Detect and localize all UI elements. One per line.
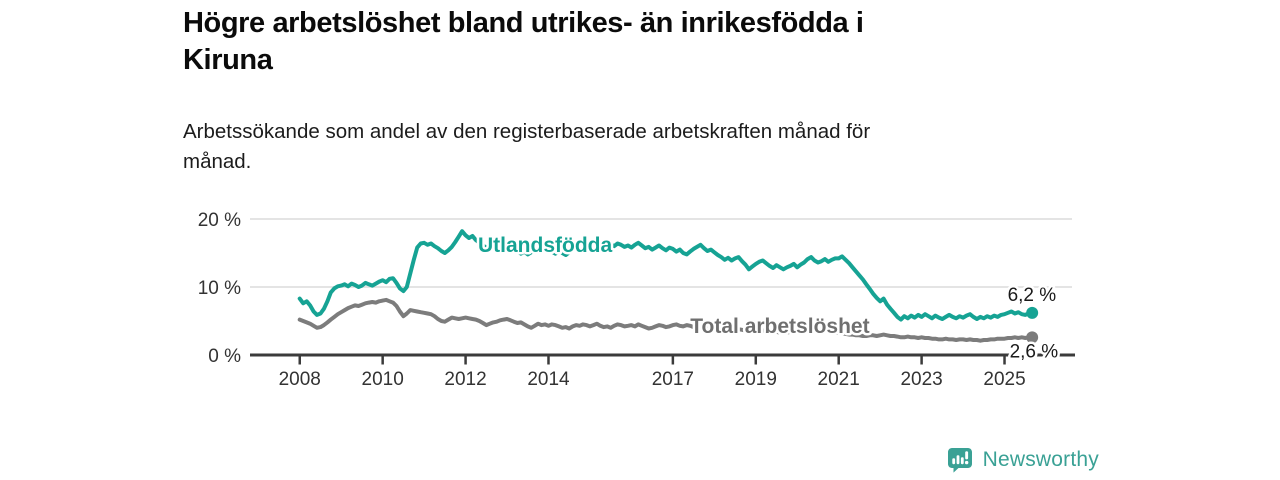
end-dot-utlandsf-dda [1026, 306, 1039, 319]
y-axis-label-20: 20 % [198, 210, 241, 231]
end-value-label-utlandsf-dda: 6,2 % [1008, 285, 1057, 306]
series-label-total-arbetsl-shet: Total arbetslöshet [690, 315, 869, 338]
x-axis-label-2021: 2021 [818, 369, 860, 390]
series-line-utlandsf-dda [297, 229, 1035, 322]
x-axis-label-2023: 2023 [900, 369, 942, 390]
series-label-utlandsf-dda: Utlandsfödda [478, 234, 612, 257]
y-axis-label-0: 0 % [208, 346, 241, 367]
end-dot-total-arbetsl-shet [1026, 331, 1039, 344]
x-axis-label-2017: 2017 [652, 369, 694, 390]
bar-chart-speech-bubble-icon [947, 448, 972, 473]
chart-subtitle: Arbetssökande som andel av den registerb… [183, 117, 1063, 177]
chart-subtitle-line1: Arbetssökande som andel av den registerb… [183, 120, 871, 143]
chart-subtitle-line2: månad. [183, 150, 252, 173]
x-axis-label-2008: 2008 [279, 369, 321, 390]
y-axis-label-10: 10 % [198, 278, 241, 299]
brand-name: Newsworthy [982, 448, 1099, 471]
newsworthy-logo: Newsworthy [946, 444, 1099, 476]
series-line-total-arbetsl-shet [297, 297, 1035, 343]
x-axis-label-2025: 2025 [983, 369, 1025, 390]
page-title-line2: Kiruna [183, 44, 273, 76]
page-title: Högre arbetslöshet bland utrikes- än inr… [183, 5, 1043, 79]
x-axis-label-2010: 2010 [362, 369, 404, 390]
x-axis-label-2012: 2012 [444, 369, 486, 390]
page-title-line1: Högre arbetslöshet bland utrikes- än inr… [183, 7, 864, 39]
x-axis-label-2019: 2019 [735, 369, 777, 390]
end-value-label-total-arbetsl-shet: 2,6 % [1010, 341, 1059, 362]
x-axis-label-2014: 2014 [527, 369, 570, 390]
